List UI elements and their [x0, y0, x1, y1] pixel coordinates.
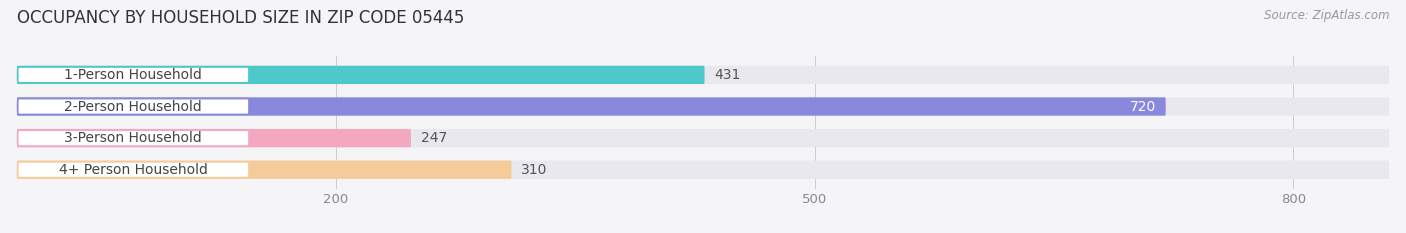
FancyBboxPatch shape	[17, 66, 704, 84]
FancyBboxPatch shape	[17, 97, 1389, 116]
FancyBboxPatch shape	[18, 130, 249, 146]
Text: 1-Person Household: 1-Person Household	[65, 68, 202, 82]
FancyBboxPatch shape	[17, 161, 1389, 179]
FancyBboxPatch shape	[17, 97, 1166, 116]
FancyBboxPatch shape	[17, 66, 1389, 84]
Text: 431: 431	[714, 68, 741, 82]
Text: 3-Person Household: 3-Person Household	[65, 131, 202, 145]
Text: 310: 310	[522, 163, 547, 177]
FancyBboxPatch shape	[18, 162, 249, 178]
Text: 2-Person Household: 2-Person Household	[65, 99, 202, 113]
Text: OCCUPANCY BY HOUSEHOLD SIZE IN ZIP CODE 05445: OCCUPANCY BY HOUSEHOLD SIZE IN ZIP CODE …	[17, 9, 464, 27]
FancyBboxPatch shape	[18, 99, 249, 114]
FancyBboxPatch shape	[18, 67, 249, 83]
FancyBboxPatch shape	[17, 129, 411, 147]
Text: 247: 247	[420, 131, 447, 145]
FancyBboxPatch shape	[17, 129, 1389, 147]
Text: 4+ Person Household: 4+ Person Household	[59, 163, 208, 177]
Text: 720: 720	[1130, 99, 1156, 113]
Text: Source: ZipAtlas.com: Source: ZipAtlas.com	[1264, 9, 1389, 22]
FancyBboxPatch shape	[17, 161, 512, 179]
